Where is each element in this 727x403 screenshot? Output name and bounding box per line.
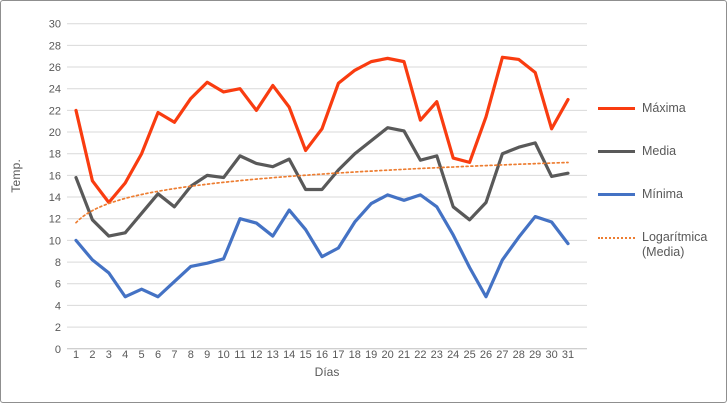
- x-tick-label: 20: [381, 349, 393, 361]
- x-tick-label: 6: [155, 349, 161, 361]
- y-tick-label: 22: [49, 105, 61, 117]
- y-tick-label: 0: [55, 344, 61, 356]
- legend-label-media: Media: [642, 144, 677, 158]
- x-tick-label: 5: [139, 349, 145, 361]
- y-tick-label: 10: [49, 235, 61, 247]
- x-tick-label: 29: [529, 349, 541, 361]
- x-tick-label: 1: [73, 349, 79, 361]
- x-tick-label: 26: [480, 349, 492, 361]
- x-tick-label: 24: [447, 349, 459, 361]
- legend-swatch-maxima-line: [598, 107, 635, 110]
- y-tick-label: 4: [55, 300, 61, 312]
- legend: Máxima Media Mínima Logarítmica (Media): [598, 1, 726, 402]
- y-tick-label: 6: [55, 279, 61, 291]
- x-tick-label: 3: [106, 349, 112, 361]
- x-tick-label: 8: [188, 349, 194, 361]
- series-line-media: [74, 126, 570, 238]
- y-tick-label: 18: [49, 149, 61, 161]
- x-tick-label: 25: [463, 349, 475, 361]
- y-tick-label: 2: [55, 322, 61, 334]
- y-tick-label: 12: [49, 214, 61, 226]
- x-tick-label: 13: [267, 349, 279, 361]
- legend-item-media: Media: [598, 144, 676, 159]
- y-axis-title: Temp.: [9, 159, 23, 193]
- x-tick-label: 28: [513, 349, 525, 361]
- legend-label-maxima: Máxima: [642, 101, 686, 115]
- legend-label-logaritmica-line2: (Media): [642, 245, 685, 259]
- x-tick-label: 19: [365, 349, 377, 361]
- y-tick-label: 14: [49, 192, 61, 204]
- x-tick-label: 30: [545, 349, 557, 361]
- x-tick-label: 2: [89, 349, 95, 361]
- legend-swatch-media-line: [598, 150, 635, 153]
- x-tick-label: 18: [349, 349, 361, 361]
- y-tick-label: 20: [49, 127, 61, 139]
- x-tick-label: 31: [562, 349, 574, 361]
- x-tick-label: 12: [250, 349, 262, 361]
- trendline-logaritmica: [75, 161, 569, 224]
- y-tick-label: 8: [55, 257, 61, 269]
- x-axis-title: Días: [314, 365, 340, 379]
- series-line-mínima: [74, 193, 570, 299]
- legend-swatch-minima-line: [598, 193, 635, 196]
- x-tick-label: 22: [414, 349, 426, 361]
- x-tick-label: 17: [332, 349, 344, 361]
- legend-item-minima: Mínima: [598, 187, 683, 202]
- legend-label-minima: Mínima: [642, 187, 683, 201]
- x-tick-label: 15: [299, 349, 311, 361]
- x-tick-label: 14: [283, 349, 295, 361]
- y-tick-label: 28: [49, 40, 61, 52]
- x-tick-label: 9: [204, 349, 210, 361]
- x-tick-label: 7: [171, 349, 177, 361]
- legend-label-logaritmica: Logarítmica (Media): [642, 230, 707, 260]
- y-tick-label: 30: [49, 19, 61, 31]
- y-tick-label: 16: [49, 170, 61, 182]
- x-tick-label: 27: [496, 349, 508, 361]
- legend-item-logaritmica: Logarítmica (Media): [598, 230, 707, 260]
- x-tick-label: 21: [398, 349, 410, 361]
- series-line-máxima: [74, 55, 570, 205]
- x-tick-label: 4: [122, 349, 128, 361]
- x-tick-label: 16: [316, 349, 328, 361]
- y-tick-label: 26: [49, 62, 61, 74]
- y-tick-label: 24: [49, 84, 61, 96]
- legend-label-logaritmica-line1: Logarítmica: [642, 230, 708, 244]
- x-tick-label: 23: [431, 349, 443, 361]
- legend-swatch-logaritmica-dotted-line: [598, 237, 635, 239]
- x-tick-label: 10: [217, 349, 229, 361]
- x-tick-label: 11: [234, 349, 245, 361]
- legend-item-maxima: Máxima: [598, 101, 686, 116]
